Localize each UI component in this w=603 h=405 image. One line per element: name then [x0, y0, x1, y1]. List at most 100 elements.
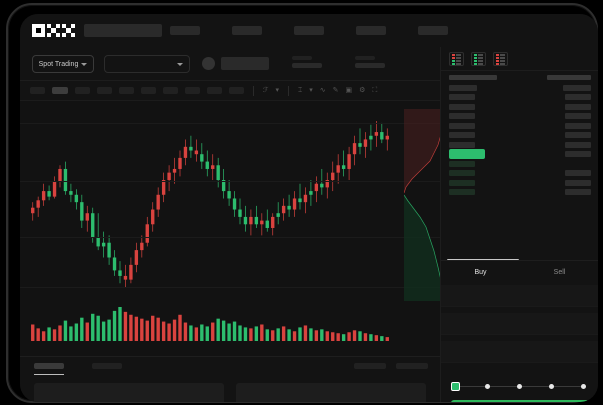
compare-icon[interactable]: ⌶	[298, 87, 303, 94]
orderbook-price	[449, 84, 477, 91]
orderbook-size	[565, 179, 591, 186]
orderbook-price	[449, 75, 497, 80]
timeframe-button-active[interactable]	[52, 87, 68, 94]
orderbook-row-bid[interactable]	[441, 178, 598, 188]
order-side-tabs: Buy Sell	[441, 260, 598, 284]
drawing-pencil-icon[interactable]: ✎	[332, 87, 339, 94]
nav-item-5[interactable]	[418, 26, 448, 35]
orderbook-size	[547, 75, 591, 80]
orderbook-row-bid[interactable]	[441, 168, 598, 178]
tab-open-orders[interactable]	[34, 363, 64, 369]
order-price-field[interactable]	[441, 285, 598, 307]
nav-item-2[interactable]	[232, 26, 262, 35]
stat-item	[292, 56, 322, 68]
order-book-panel: Buy Sell	[440, 47, 598, 402]
orders-action-1[interactable]	[354, 363, 386, 369]
nav-item-1[interactable]	[170, 26, 200, 35]
fullscreen-icon[interactable]: ⛶	[372, 87, 378, 94]
nav-item-4[interactable]	[356, 26, 386, 35]
line-style-icon[interactable]: ∿	[319, 87, 326, 94]
orderbook-row-bid[interactable]	[441, 159, 598, 169]
orderbook-price	[449, 103, 475, 110]
slider-stop-75[interactable]	[549, 384, 554, 389]
candlestick-series	[31, 121, 389, 287]
orderbook-row-ask[interactable]	[441, 92, 598, 102]
orderbook-price	[449, 122, 475, 129]
indicators-dropdown-icon[interactable]: ▾	[275, 87, 280, 94]
orderbook-size	[565, 141, 591, 148]
tab-sell[interactable]: Sell	[553, 269, 566, 276]
submit-buy-button[interactable]	[451, 400, 589, 402]
indicators-icon[interactable]: ℱ	[263, 87, 269, 94]
orderbook-mode-asks-icon[interactable]	[493, 52, 508, 66]
search-input[interactable]	[84, 24, 162, 37]
orderbook-price	[449, 170, 475, 176]
orderbook-price	[449, 113, 475, 119]
orderbook-row-bid[interactable]	[441, 187, 598, 197]
timeframe-button[interactable]	[30, 87, 45, 94]
orders-card-2[interactable]	[236, 383, 426, 402]
market-type-label: Spot Trading	[38, 60, 79, 68]
orderbook-price	[449, 94, 475, 100]
timeframe-button[interactable]	[185, 87, 200, 94]
slider-stop-25[interactable]	[485, 384, 490, 389]
order-total-field[interactable]	[441, 341, 598, 363]
timeframe-button[interactable]	[75, 87, 90, 94]
order-amount-field[interactable]	[441, 313, 598, 335]
orderbook-size	[565, 170, 591, 176]
orderbook-size	[565, 189, 591, 195]
orderbook-row-ask[interactable]	[441, 130, 598, 140]
orderbook-size	[565, 151, 591, 157]
orderbook-price	[449, 132, 475, 138]
snapshot-camera-icon[interactable]: ▣	[345, 87, 353, 94]
timeframe-button[interactable]	[141, 87, 156, 94]
timeframe-button[interactable]	[163, 87, 178, 94]
chevron-down-icon	[81, 62, 88, 66]
tab-buy[interactable]: Buy	[474, 269, 487, 276]
tab-order-history[interactable]	[92, 363, 122, 369]
orderbook-header-divider	[441, 70, 598, 71]
pair-selector[interactable]	[104, 55, 190, 73]
orderbook-view-modes	[449, 52, 508, 66]
okx-logo-icon[interactable]	[32, 24, 76, 37]
orderbook-price	[449, 189, 475, 195]
orderbook-row-ask[interactable]	[441, 111, 598, 121]
chart-gridline	[20, 237, 440, 238]
header-nav	[170, 26, 448, 35]
ticker-summary[interactable]	[202, 57, 269, 70]
orderbook-row-ask[interactable]	[441, 83, 598, 93]
timeframe-button[interactable]	[119, 87, 134, 94]
orders-card-1[interactable]	[34, 383, 224, 402]
chart-settings-icon[interactable]: ⚙	[359, 87, 366, 94]
chart-gridline	[20, 181, 440, 182]
volume-histogram	[20, 301, 440, 356]
compare-dropdown-icon[interactable]: ▾	[309, 87, 313, 94]
toolbar-divider	[288, 85, 290, 96]
orderbook-row-ask[interactable]	[441, 102, 598, 112]
timeframe-button[interactable]	[229, 87, 244, 94]
orderbook-mode-both-icon[interactable]	[449, 52, 464, 66]
orderbook-price	[449, 179, 475, 186]
orders-action-2[interactable]	[396, 363, 428, 369]
timeframe-button[interactable]	[207, 87, 222, 94]
orderbook-row-ask[interactable]	[441, 121, 598, 131]
chart-toolbar: ℱ ▾ ⌶ ▾ ∿ ✎ ▣ ⚙ ⛶	[20, 81, 440, 101]
orderbook-size	[565, 132, 591, 138]
slider-handle[interactable]	[451, 382, 460, 391]
orderbook-row-mark[interactable]	[441, 149, 598, 159]
orderbook-row-header[interactable]	[441, 73, 598, 83]
orderbook-size	[565, 113, 591, 119]
slider-stop-50[interactable]	[517, 384, 522, 389]
market-type-selector[interactable]: Spot Trading	[32, 55, 94, 73]
nav-item-3[interactable]	[294, 26, 324, 35]
timeframe-button[interactable]	[97, 87, 112, 94]
orderbook-mode-bids-icon[interactable]	[471, 52, 486, 66]
amount-percent-slider[interactable]	[451, 382, 589, 392]
orderbook-row-ask[interactable]	[441, 140, 598, 150]
orderbook-price	[449, 141, 475, 148]
slider-stop-100[interactable]	[581, 384, 586, 389]
coin-avatar-icon	[202, 57, 215, 70]
candlestick-chart[interactable]	[20, 101, 440, 301]
stat-item	[355, 56, 385, 68]
